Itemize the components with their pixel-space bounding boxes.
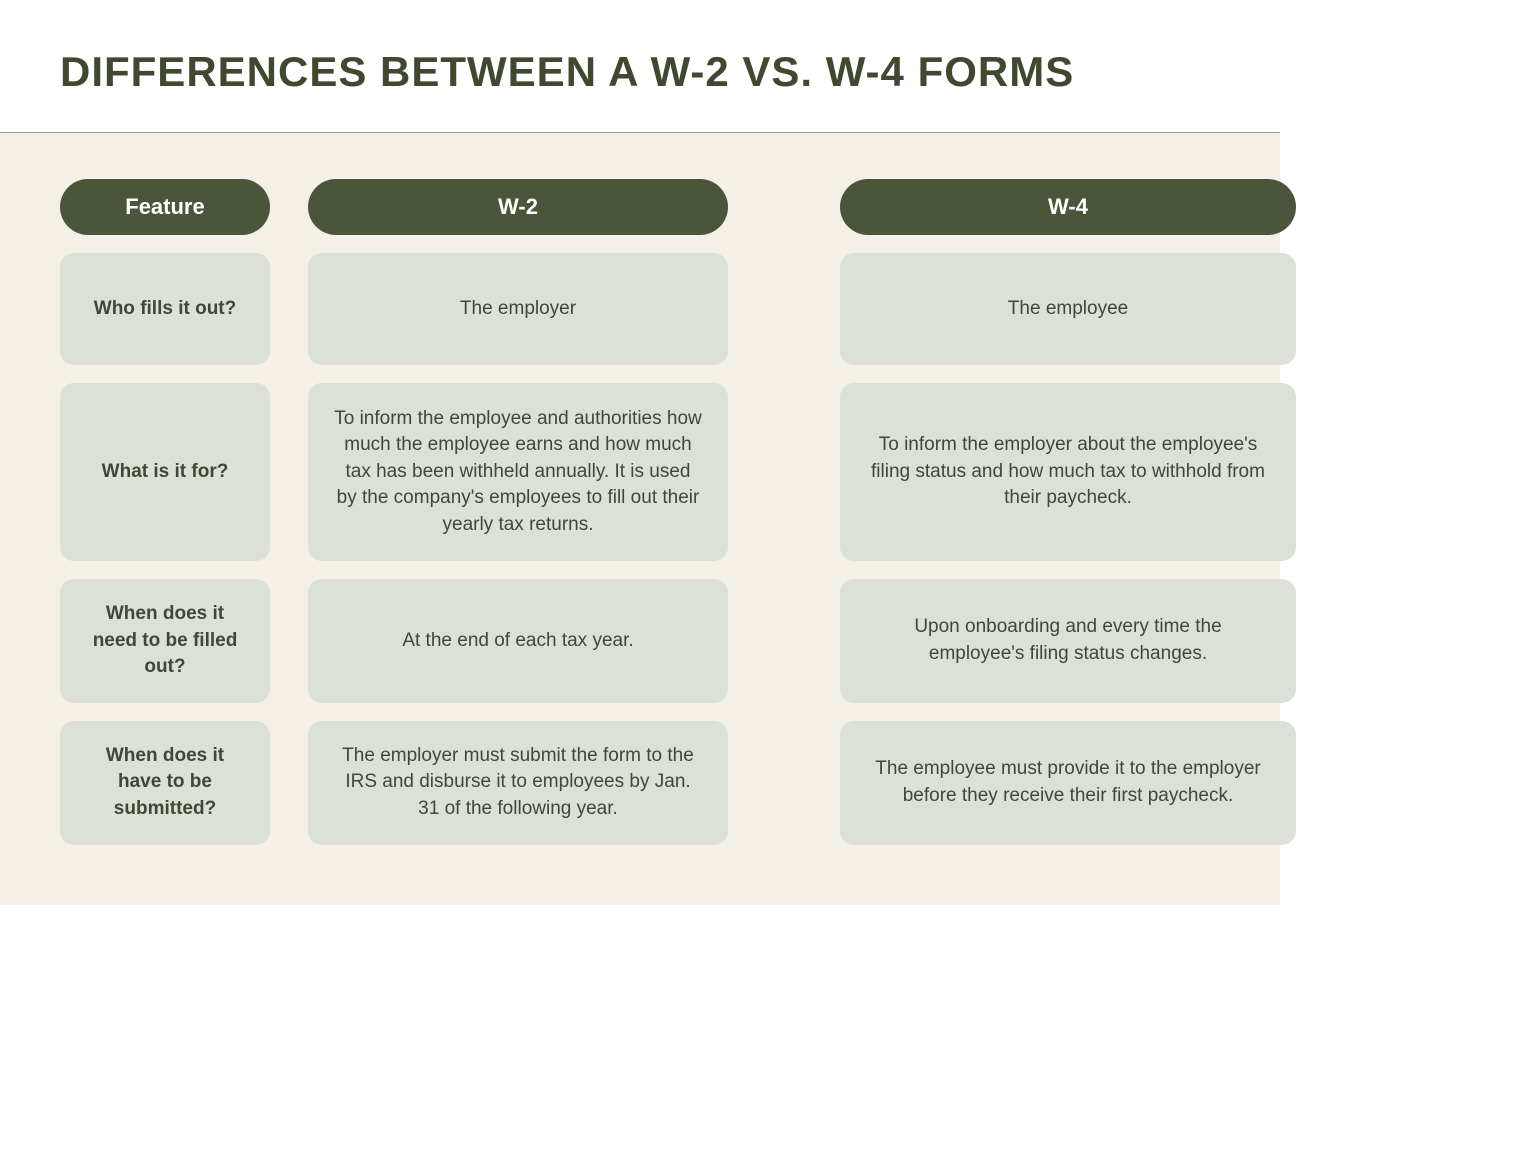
col-header-w4: W-4 — [840, 179, 1296, 235]
w4-cell: The employee — [840, 253, 1296, 365]
page: DIFFERENCES BETWEEN A W-2 VS. W-4 FORMS … — [0, 0, 1280, 960]
page-title: DIFFERENCES BETWEEN A W-2 VS. W-4 FORMS — [60, 48, 1220, 96]
col-header-w2: W-2 — [308, 179, 728, 235]
col-header-feature: Feature — [60, 179, 270, 235]
feature-cell: When does it need to be filled out? — [60, 579, 270, 703]
feature-cell: Who fills it out? — [60, 253, 270, 365]
w2-cell: At the end of each tax year. — [308, 579, 728, 703]
w2-cell: The employer — [308, 253, 728, 365]
w2-cell: The employer must submit the form to the… — [308, 721, 728, 845]
title-block: DIFFERENCES BETWEEN A W-2 VS. W-4 FORMS — [0, 0, 1280, 132]
comparison-table: Feature W-2 W-4 Who fills it out? The em… — [60, 179, 1220, 845]
w4-cell: The employee must provide it to the empl… — [840, 721, 1296, 845]
w2-cell: To inform the employee and authorities h… — [308, 383, 728, 561]
w4-cell: Upon onboarding and every time the emplo… — [840, 579, 1296, 703]
feature-cell: What is it for? — [60, 383, 270, 561]
w4-cell: To inform the employer about the employe… — [840, 383, 1296, 561]
feature-cell: When does it have to be submitted? — [60, 721, 270, 845]
body-block: Feature W-2 W-4 Who fills it out? The em… — [0, 133, 1280, 905]
